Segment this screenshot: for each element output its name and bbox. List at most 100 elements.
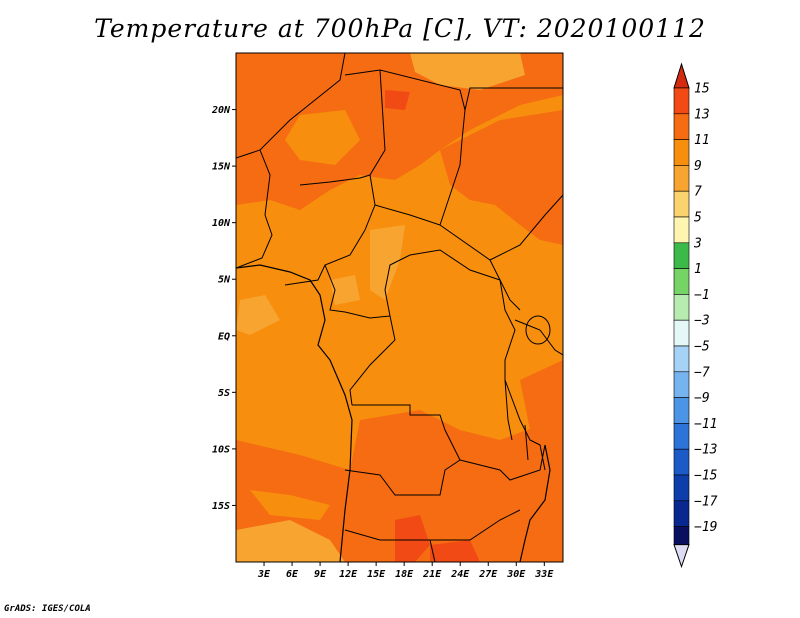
colorbar-label: 9 <box>694 159 702 174</box>
lon-tick-label: 15E <box>367 569 386 580</box>
coastline-indian <box>519 444 551 562</box>
colorbar-label: 15 <box>694 82 710 97</box>
map-frame <box>235 52 564 563</box>
colorbar-label: −17 <box>694 494 718 509</box>
lat-tick-label: 10N <box>212 218 231 229</box>
lon-tick-label: 9E <box>314 569 327 580</box>
colorbar-swatch <box>673 448 690 476</box>
border-line <box>349 315 396 406</box>
lon-tick-label: 12E <box>339 569 358 580</box>
colorbar-label: −11 <box>694 417 717 432</box>
field-region-northeast-11-13 <box>440 110 563 245</box>
border-line <box>344 69 466 166</box>
lake-victoria <box>525 315 551 345</box>
colorbar-swatch <box>673 113 690 140</box>
field-patch-west-7-9 <box>236 295 280 335</box>
border-line <box>344 509 521 541</box>
border-line <box>504 379 546 471</box>
colorbar-swatch <box>673 165 690 192</box>
colorbar-swatch <box>673 500 690 527</box>
border-line <box>236 149 273 269</box>
colorbar-label: 1 <box>694 262 702 277</box>
border-line <box>489 259 521 311</box>
border-line <box>514 319 563 356</box>
colorbar-label: −19 <box>694 520 717 535</box>
lake-malawi <box>524 424 529 461</box>
border-line <box>499 279 516 380</box>
colorbar-label: −3 <box>694 314 710 329</box>
lat-tick-label: EQ <box>218 331 230 342</box>
border-line <box>429 539 436 562</box>
colorbar-swatch <box>673 474 690 502</box>
border-line <box>324 264 391 319</box>
border-line <box>374 164 461 226</box>
lon-tick-label: 33E <box>534 569 554 580</box>
field-patch-hot-13-15 <box>385 90 410 110</box>
lat-tick-label: 20N <box>211 105 231 116</box>
colorbar-top-arrow <box>673 62 690 89</box>
field-patch-southwest-7-9 <box>236 520 345 562</box>
lon-tick-label: 24E <box>450 569 470 580</box>
colorbar-label: 5 <box>694 211 702 226</box>
colorbar-label: 3 <box>693 236 702 251</box>
colorbar-label: −5 <box>694 340 710 355</box>
colorbar-label: −1 <box>694 288 710 303</box>
coastline <box>236 264 551 562</box>
lon-tick-label: 21E <box>422 569 442 580</box>
colorbar-swatch <box>673 139 690 166</box>
colorbar-label: 11 <box>694 133 710 148</box>
field-patch-central-7-9 <box>370 225 405 300</box>
colorbar-label: 13 <box>694 107 710 122</box>
border-line <box>344 459 461 496</box>
lakes <box>504 315 551 461</box>
colorbar-swatch <box>673 242 690 269</box>
field-patch-cameroon-7-9 <box>330 275 360 305</box>
border-line <box>384 249 501 317</box>
lat-tick-label: 15S <box>212 501 230 512</box>
colorbar-label: −15 <box>694 469 718 484</box>
lon-tick-label: 18E <box>395 569 414 580</box>
colorbar-swatch <box>673 371 690 398</box>
colorbar-label: −13 <box>694 443 717 458</box>
lat-tick-label: 5N <box>218 275 231 286</box>
colorbar-bottom-arrow <box>673 544 690 569</box>
colorbar-swatch <box>673 345 690 373</box>
field-patch-south-13-15 <box>430 540 480 562</box>
field-patch-sahel-9-11 <box>285 110 360 165</box>
border-line <box>464 87 563 111</box>
latitude-axis: 20N 15N 10N 5N EQ 5S 10S 15S <box>211 105 236 512</box>
field-region-south-11-13 <box>236 410 563 562</box>
colorbar-swatch <box>673 397 690 424</box>
field-region-north-11-13 <box>236 53 563 210</box>
lake-tanganyika <box>504 379 513 441</box>
field-region-east-coast-11-13 <box>520 360 563 430</box>
lon-tick-label: 3E <box>257 569 271 580</box>
colorbar-swatch <box>673 216 690 244</box>
border-line <box>352 404 461 461</box>
colorbar-label: −9 <box>694 391 710 406</box>
map-title: Temperature at 700hPa [C], VT: 202010011… <box>94 14 706 43</box>
colorbar-swatch <box>673 190 690 218</box>
colorbar-swatch <box>673 268 690 295</box>
lon-tick-label: 6E <box>286 569 299 580</box>
colorbar-swatch <box>673 526 690 545</box>
temperature-field <box>236 53 563 562</box>
colorbar-swatch <box>673 319 690 347</box>
colorbar-swatch <box>673 423 690 450</box>
border-line <box>439 194 563 261</box>
border-line <box>459 444 546 481</box>
lat-tick-label: 15N <box>212 162 231 173</box>
colorbar-label: −7 <box>694 365 710 380</box>
country-borders <box>236 53 563 562</box>
field-patch-south-9-11 <box>250 490 330 520</box>
lon-tick-label: 27E <box>478 569 498 580</box>
longitude-axis: 3E 6E 9E 12E 15E 18E 21E 24E 27E 30E 33E <box>257 562 554 580</box>
colorbar-swatch <box>673 87 690 115</box>
border-line <box>299 174 371 186</box>
border-line <box>236 53 346 159</box>
colorbar-label: 7 <box>694 185 702 200</box>
lon-tick-label: 30E <box>506 569 526 580</box>
grads-credit: GrADS: IGES/COLA <box>4 604 91 614</box>
field-patch-north-7-9 <box>410 53 525 90</box>
